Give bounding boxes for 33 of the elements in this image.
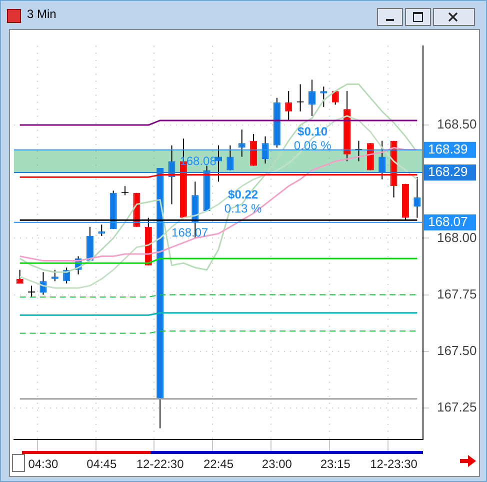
- chart-title: 3 Min: [27, 7, 56, 21]
- y-tick-label: 168.50: [437, 116, 477, 132]
- candlestick: [378, 140, 386, 180]
- x-tick-label: 23:00: [262, 457, 292, 472]
- annotation: 0.13 %: [224, 201, 262, 216]
- candlestick: [28, 285, 36, 298]
- candlestick: [226, 144, 234, 171]
- x-tick-label: 22:45: [203, 457, 234, 472]
- y-tick-label: 167.50: [437, 342, 477, 358]
- annotation: $0.22: [228, 188, 258, 202]
- candlestick: [262, 136, 269, 164]
- candlestick: [51, 269, 58, 282]
- candlestick: [285, 90, 292, 121]
- candlestick: [214, 144, 222, 182]
- y-tick-label: 167.75: [437, 286, 477, 302]
- candlestick: [16, 269, 24, 284]
- x-tick-label: 04:45: [86, 457, 117, 472]
- annotation: 0.06 %: [294, 138, 332, 152]
- candlestick: [320, 86, 328, 108]
- y-tick-label: 168.00: [437, 230, 477, 245]
- x-tick-label: 23:15: [320, 457, 351, 472]
- candlestick: [250, 134, 258, 166]
- ref-line-label: 168.07: [428, 214, 468, 229]
- annotation: $0.10: [298, 124, 328, 139]
- candlestick: [86, 226, 94, 262]
- ref-line-label: 168.39: [428, 141, 468, 156]
- x-tick-label: 12-22:30: [136, 457, 184, 472]
- x-tick-label: 12-23:30: [370, 457, 418, 472]
- x-tick-label: 04:30: [28, 457, 59, 472]
- candlestick: [308, 79, 316, 116]
- y-tick-label: 167.25: [437, 399, 477, 414]
- candlestick: [238, 129, 246, 158]
- ref-line-label: 168.29: [428, 164, 468, 180]
